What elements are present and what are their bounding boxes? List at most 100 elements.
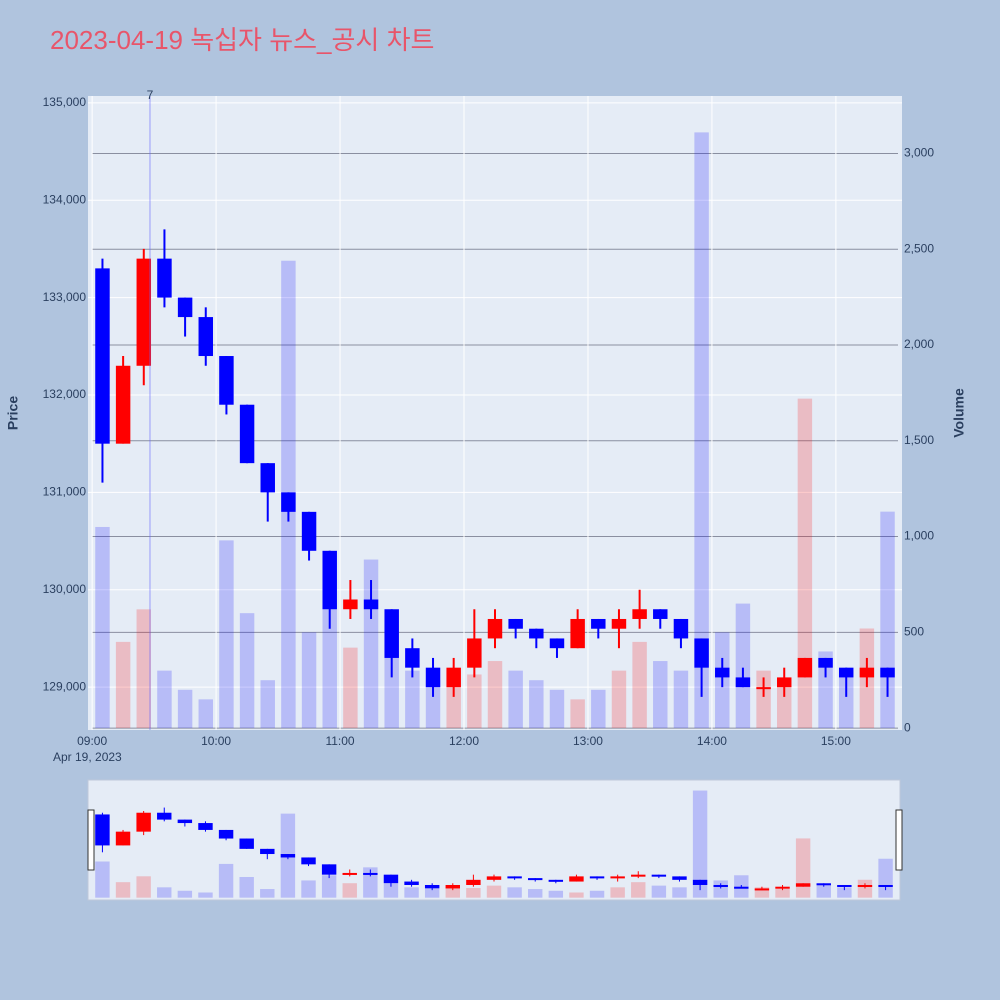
volume-bar [754, 887, 770, 898]
volume-bar [383, 883, 399, 898]
candle-body [672, 876, 687, 880]
candle-body [260, 463, 275, 493]
x-tick-label: 15:00 [821, 734, 851, 748]
y2-tick-label: 2,000 [904, 337, 934, 351]
volume-bar [486, 885, 502, 898]
volume-bar [321, 875, 337, 898]
candle-body [467, 638, 482, 668]
candle-body [549, 638, 565, 649]
candle-body [775, 886, 790, 889]
candle-body [715, 667, 730, 678]
volume-bar [239, 613, 255, 729]
volume-bar [570, 699, 585, 729]
candle-body [136, 258, 152, 366]
volume-bar [672, 887, 687, 898]
x-tick-label: 09:00 [77, 734, 107, 748]
x-date-label: Apr 19, 2023 [53, 750, 122, 764]
candle-body [857, 884, 873, 887]
volume-bar [735, 603, 751, 729]
volume-bar [878, 858, 893, 898]
candle-body [591, 618, 606, 629]
candle-body [570, 618, 585, 649]
candle-body [878, 884, 893, 887]
candle-body [219, 356, 234, 405]
y2-tick-label: 500 [904, 624, 924, 638]
volume-bar [177, 890, 193, 898]
volume-bar [673, 670, 689, 729]
candle-body [343, 599, 358, 610]
candle-body [157, 258, 172, 298]
candle-body [507, 876, 522, 879]
volume-bar [816, 883, 831, 898]
candle-body [528, 878, 543, 881]
candle-body [363, 599, 379, 610]
candle-body [777, 677, 792, 688]
volume-bar [425, 680, 441, 729]
y-tick-label: 133,000 [43, 290, 87, 304]
candle-body [405, 648, 420, 668]
y-tick-label: 135,000 [43, 95, 87, 109]
candle-body [735, 677, 751, 688]
volume-bar [508, 670, 523, 729]
candle-body [239, 838, 254, 849]
volume-bar [756, 670, 771, 729]
y-tick-label: 132,000 [43, 387, 87, 401]
candle-body [880, 667, 895, 678]
candle-body [157, 812, 172, 820]
y2-tick-label: 0 [904, 720, 911, 734]
volume-bar [838, 670, 854, 729]
volume-bar [136, 609, 152, 729]
candle-body [673, 618, 689, 639]
candle-body [363, 872, 378, 875]
volume-bar [115, 882, 131, 898]
candle-body [95, 814, 110, 846]
candle-body [136, 812, 151, 832]
y-tick-label: 129,000 [43, 679, 87, 693]
volume-bar [445, 887, 460, 898]
candle-body [446, 667, 461, 688]
candle-body [651, 874, 667, 877]
y-tick-label: 131,000 [43, 485, 87, 499]
volume-bar [115, 641, 131, 729]
candle-body [260, 848, 275, 855]
candle-body [342, 872, 357, 875]
x-tick-label: 11:00 [325, 734, 354, 748]
volume-bar [219, 540, 234, 729]
volume-bar [507, 887, 522, 898]
candle-body [198, 317, 213, 357]
candle-body [115, 831, 131, 846]
candle-body [529, 628, 544, 639]
candle-body [569, 876, 584, 882]
event-label: 7 [147, 88, 154, 102]
volume-bar [775, 889, 790, 898]
candle-body [239, 404, 255, 464]
volume-bar [589, 890, 605, 898]
candle-body [280, 854, 296, 858]
candle-body [713, 884, 728, 887]
volume-bar [343, 647, 358, 729]
volume-bar [322, 603, 337, 729]
volume-bar [653, 661, 668, 729]
candle-body [218, 829, 234, 839]
volume-bar [301, 632, 317, 729]
candle-body [177, 297, 193, 318]
candle-body [322, 550, 337, 610]
volume-bar [692, 790, 708, 898]
volume-bar [632, 641, 647, 729]
candle-body [508, 618, 523, 629]
volume-bar [466, 888, 481, 898]
candle-body [383, 874, 399, 884]
candle-body [754, 888, 770, 891]
candle-body [589, 876, 605, 879]
volume-bar [218, 863, 234, 898]
range-handle[interactable] [87, 809, 95, 871]
range-handle[interactable] [895, 809, 903, 871]
candle-body [301, 511, 317, 551]
volume-bar [569, 892, 584, 898]
volume-bar [405, 670, 420, 729]
volume-bar [549, 689, 565, 729]
volume-bar [651, 885, 667, 898]
volume-bar [157, 670, 172, 729]
volume-bar [424, 889, 440, 898]
